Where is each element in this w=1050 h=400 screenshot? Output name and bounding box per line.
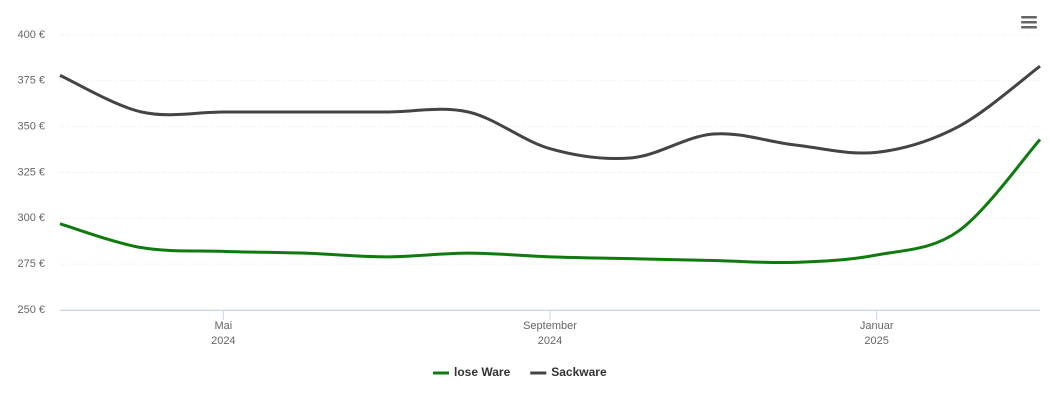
x-tick-label: September	[523, 320, 577, 332]
series-line	[59, 138, 1042, 265]
y-tick-label: 300 €	[17, 212, 45, 224]
y-tick-label: 400 €	[17, 29, 45, 41]
x-tick-label: Mai	[214, 320, 232, 332]
y-tick-label: 375 €	[17, 75, 45, 87]
y-tick-label: 350 €	[17, 121, 45, 133]
x-tick-label: Januar	[860, 320, 894, 332]
x-tick-label: 2024	[211, 335, 235, 347]
x-tick-label: 2025	[864, 335, 888, 347]
legend-item[interactable]: lose Ware	[433, 365, 511, 379]
x-tick-label: 2024	[538, 335, 562, 347]
menu-bar	[1021, 16, 1037, 19]
legend-label: Sackware	[551, 365, 607, 379]
y-tick-label: 325 €	[17, 166, 45, 178]
menu-button[interactable]	[1021, 16, 1037, 29]
menu-bar	[1021, 26, 1037, 29]
series-line	[59, 64, 1041, 161]
legend-item[interactable]: Sackware	[530, 365, 607, 379]
y-tick-label: 275 €	[17, 258, 45, 270]
legend: lose Ware Sackware	[433, 365, 607, 379]
menu-bar	[1021, 21, 1037, 24]
y-tick-label: 250 €	[17, 304, 45, 316]
legend-label: lose Ware	[454, 365, 511, 379]
